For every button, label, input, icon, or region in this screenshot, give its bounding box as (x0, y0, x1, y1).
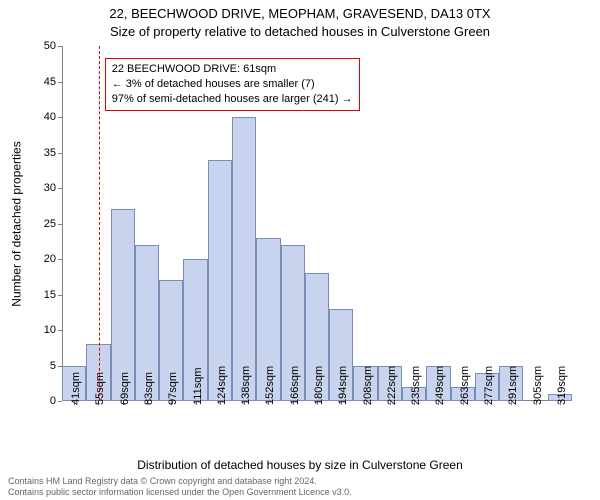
plot-area: 05101520253035404550 41sqm55sqm69sqm83sq… (62, 46, 572, 401)
x-axis-title: Distribution of detached houses by size … (0, 458, 600, 472)
x-tick-label: 166sqm (289, 366, 301, 405)
x-tick-label: 138sqm (240, 366, 252, 405)
x-tick-label: 235sqm (410, 366, 422, 405)
x-tick-label: 55sqm (94, 372, 106, 405)
y-axis-title: Number of detached properties (10, 141, 24, 306)
footer: Contains HM Land Registry data © Crown c… (8, 476, 592, 499)
y-tick-mark (58, 82, 62, 83)
y-tick-mark (58, 117, 62, 118)
footer-line-2: Contains public sector information licen… (8, 487, 592, 498)
y-axis-title-container: Number of detached properties (10, 46, 24, 401)
y-tick-label: 20 (44, 253, 56, 265)
y-tick-label: 15 (44, 289, 56, 301)
x-tick-label: 277sqm (483, 366, 495, 405)
marker-line (99, 46, 100, 401)
y-tick-label: 5 (50, 360, 56, 372)
annot-line-1: 22 BEECHWOOD DRIVE: 61sqm (112, 62, 353, 77)
title-line-1: 22, BEECHWOOD DRIVE, MEOPHAM, GRAVESEND,… (0, 6, 600, 21)
x-tick-label: 69sqm (119, 372, 131, 405)
annot-line-3: 97% of semi-detached houses are larger (… (112, 92, 353, 107)
title-line-2: Size of property relative to detached ho… (0, 24, 600, 39)
y-tick-label: 10 (44, 324, 56, 336)
x-tick-label: 222sqm (386, 366, 398, 405)
y-tick-label: 30 (44, 182, 56, 194)
y-tick-label: 40 (44, 111, 56, 123)
x-tick-label: 41sqm (70, 372, 82, 405)
y-tick-label: 0 (50, 395, 56, 407)
x-tick-label: 152sqm (264, 366, 276, 405)
bar (232, 117, 256, 401)
y-tick-mark (58, 153, 62, 154)
x-tick-label: 291sqm (507, 366, 519, 405)
x-tick-label: 208sqm (362, 366, 374, 405)
x-tick-label: 180sqm (313, 366, 325, 405)
annot-line-2: ← 3% of detached houses are smaller (7) (112, 77, 353, 92)
y-tick-label: 25 (44, 218, 56, 230)
footer-line-1: Contains HM Land Registry data © Crown c… (8, 476, 592, 487)
x-tick-label: 124sqm (216, 366, 228, 405)
page-root: 22, BEECHWOOD DRIVE, MEOPHAM, GRAVESEND,… (0, 0, 600, 500)
x-tick-label: 83sqm (143, 372, 155, 405)
y-tick-label: 35 (44, 147, 56, 159)
x-tick-label: 249sqm (434, 366, 446, 405)
x-tick-label: 111sqm (192, 367, 204, 405)
annotation-box: 22 BEECHWOOD DRIVE: 61sqm ← 3% of detach… (105, 58, 360, 111)
y-tick-label: 45 (44, 76, 56, 88)
x-tick-label: 305sqm (532, 366, 544, 405)
y-tick-mark (58, 366, 62, 367)
x-tick-label: 194sqm (337, 366, 349, 405)
y-tick-mark (58, 46, 62, 47)
y-tick-mark (58, 188, 62, 189)
x-tick-label: 97sqm (167, 372, 179, 405)
y-tick-mark (58, 295, 62, 296)
y-tick-mark (58, 259, 62, 260)
y-tick-mark (58, 224, 62, 225)
x-tick-label: 319sqm (556, 366, 568, 405)
x-tick-label: 263sqm (459, 366, 471, 405)
bar (208, 160, 232, 401)
y-tick-mark (58, 330, 62, 331)
y-tick-label: 50 (44, 40, 56, 52)
y-tick-mark (58, 401, 62, 402)
